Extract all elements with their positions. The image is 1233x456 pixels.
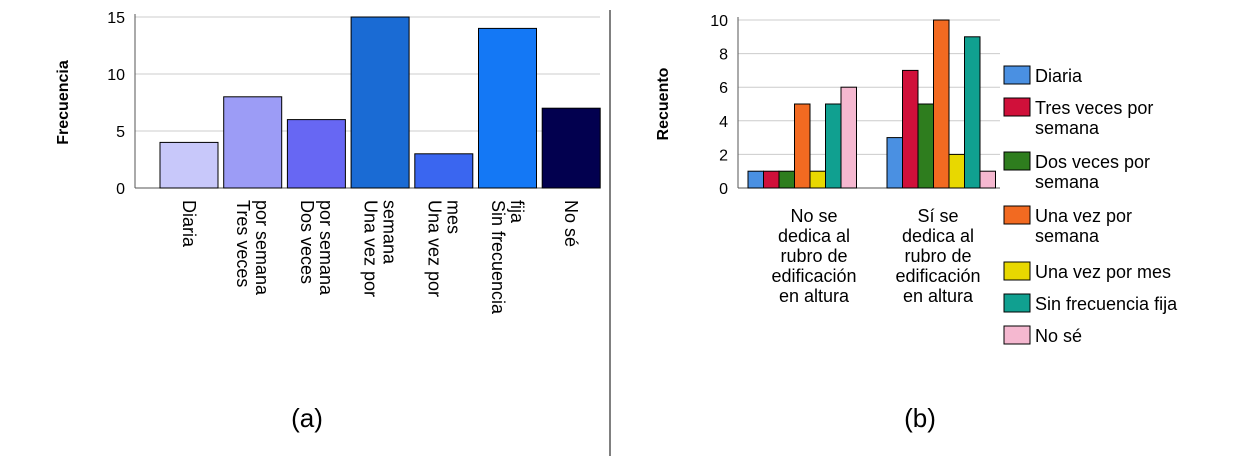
panel-label: (a) bbox=[291, 403, 323, 433]
legend-swatch bbox=[1003, 205, 1031, 225]
bar bbox=[902, 69, 919, 189]
bar bbox=[948, 153, 965, 189]
category-label: Tres vecespor semana bbox=[233, 200, 272, 296]
bar bbox=[840, 86, 857, 189]
y-tick-label: 0 bbox=[116, 181, 125, 198]
y-tick-label: 2 bbox=[719, 147, 728, 164]
legend-label: Una vez por mes bbox=[1035, 262, 1171, 282]
legend-label: Dos veces por semana bbox=[1035, 152, 1150, 192]
bar bbox=[964, 36, 981, 189]
bar bbox=[917, 103, 934, 189]
bar bbox=[541, 107, 601, 189]
category-label: Sí se dedica al rubro de edificación en altu… bbox=[895, 206, 980, 306]
category-label: Sin frecuenciafija bbox=[488, 200, 527, 315]
bar bbox=[825, 103, 842, 189]
bar bbox=[286, 119, 346, 189]
bar bbox=[763, 170, 780, 189]
bar bbox=[886, 137, 903, 189]
panel-label: (b) bbox=[904, 403, 936, 433]
legend-swatch bbox=[1003, 65, 1031, 85]
bar bbox=[809, 170, 826, 189]
y-axis-title: Frecuencia bbox=[55, 60, 72, 145]
category-label: No se dedica al rubro de edificación en altu… bbox=[771, 206, 856, 306]
y-tick-label: 4 bbox=[719, 114, 728, 131]
category-label: Una vez pormes bbox=[424, 200, 463, 297]
legend-label: Sin frecuencia fija bbox=[1035, 294, 1178, 314]
legend-swatch bbox=[1003, 151, 1031, 171]
y-tick-label: 10 bbox=[710, 13, 728, 30]
y-tick-label: 15 bbox=[107, 10, 125, 27]
legend-swatch bbox=[1003, 325, 1031, 345]
bar bbox=[350, 16, 410, 189]
y-tick-label: 10 bbox=[107, 67, 125, 84]
legend-label: Diaria bbox=[1035, 66, 1083, 86]
bar bbox=[159, 141, 219, 189]
y-tick-label: 0 bbox=[719, 181, 728, 198]
legend-swatch bbox=[1003, 261, 1031, 281]
chart-a: 0 5 10 15 Frecuencia Diaria Tres vecespor sema… bbox=[55, 10, 601, 433]
legend-swatch bbox=[1003, 293, 1031, 313]
legend-label: Tres veces por semana bbox=[1035, 98, 1153, 138]
chart-b: 0 2 4 6 8 10 Recuento No se dedica al rubro de edi… bbox=[655, 13, 1178, 433]
bar bbox=[933, 19, 950, 189]
category-label: No sé bbox=[561, 200, 581, 247]
y-tick-label: 8 bbox=[719, 47, 728, 64]
bar bbox=[414, 153, 474, 189]
bar bbox=[979, 170, 996, 189]
legend-label: No sé bbox=[1035, 326, 1082, 346]
y-tick-label: 5 bbox=[116, 124, 125, 141]
category-label: Dos vecespor semana bbox=[297, 200, 336, 296]
category-label: Diaria bbox=[179, 200, 199, 248]
bar bbox=[223, 96, 283, 189]
bar bbox=[794, 103, 811, 189]
legend-swatch bbox=[1003, 97, 1031, 117]
y-tick-label: 6 bbox=[719, 80, 728, 97]
bar bbox=[778, 170, 795, 189]
bar bbox=[478, 27, 537, 189]
bar bbox=[747, 170, 764, 189]
y-axis-title: Recuento bbox=[655, 67, 672, 140]
category-label: Una vez porsemana bbox=[361, 200, 400, 297]
legend-label: Una vez por semana bbox=[1035, 206, 1132, 246]
